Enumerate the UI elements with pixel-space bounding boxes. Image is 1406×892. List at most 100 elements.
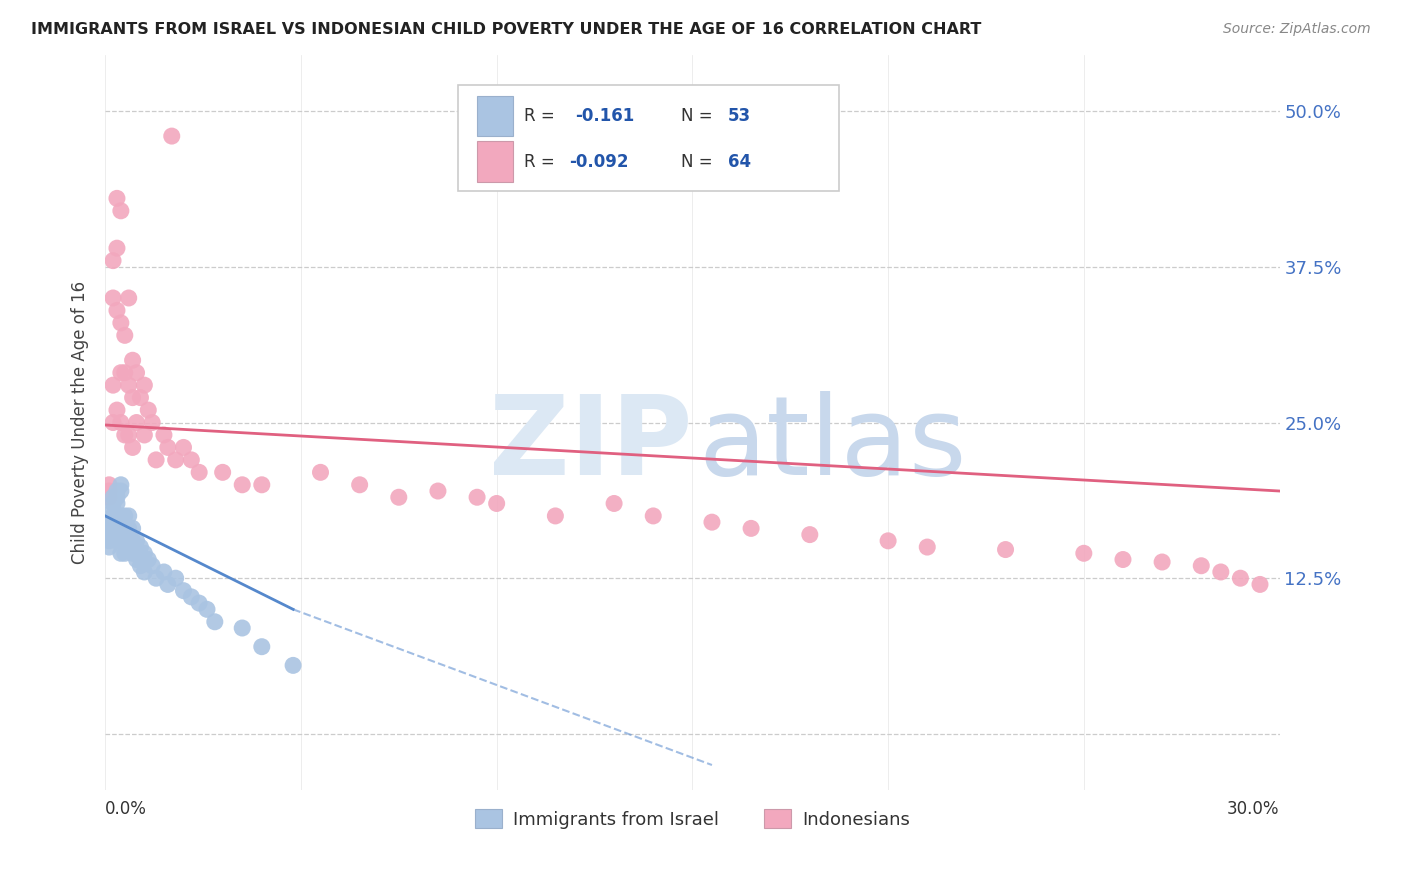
Point	[101, 508, 124, 523]
Point	[101, 490, 124, 504]
Point	[700, 515, 723, 529]
Point	[105, 490, 128, 504]
Point	[121, 391, 143, 405]
Point	[105, 403, 128, 417]
Text: 30.0%: 30.0%	[1227, 800, 1279, 818]
Point	[114, 508, 136, 523]
Point	[915, 540, 938, 554]
Point	[101, 416, 124, 430]
Point	[799, 527, 821, 541]
Point	[125, 533, 148, 548]
Point	[105, 527, 128, 541]
Point	[110, 483, 132, 498]
Point	[114, 533, 136, 548]
Point	[231, 621, 253, 635]
Point	[98, 527, 121, 541]
Point	[121, 353, 143, 368]
Point	[388, 490, 411, 504]
Point	[465, 490, 488, 504]
Text: R =: R =	[524, 153, 561, 170]
Point	[250, 640, 273, 654]
Point	[114, 328, 136, 343]
Point	[98, 477, 121, 491]
Y-axis label: Child Poverty Under the Age of 16: Child Poverty Under the Age of 16	[72, 281, 89, 564]
Bar	[478, 142, 513, 182]
Point	[160, 129, 183, 144]
Point	[98, 521, 121, 535]
Text: 64: 64	[728, 153, 751, 170]
Point	[105, 303, 128, 318]
Point	[110, 366, 132, 380]
Point	[121, 546, 143, 560]
Point	[134, 378, 156, 392]
Point	[121, 521, 143, 535]
Point	[121, 533, 143, 548]
Point	[101, 291, 124, 305]
Point	[129, 540, 152, 554]
Text: Source: ZipAtlas.com: Source: ZipAtlas.com	[1223, 22, 1371, 37]
Point	[125, 366, 148, 380]
Point	[153, 565, 176, 579]
Point	[121, 441, 143, 455]
Text: N =: N =	[681, 107, 717, 125]
Point	[101, 502, 124, 516]
Point	[180, 453, 202, 467]
Point	[114, 366, 136, 380]
Point	[118, 378, 141, 392]
Point	[165, 571, 187, 585]
Point	[101, 496, 124, 510]
Text: IMMIGRANTS FROM ISRAEL VS INDONESIAN CHILD POVERTY UNDER THE AGE OF 16 CORRELATI: IMMIGRANTS FROM ISRAEL VS INDONESIAN CHI…	[31, 22, 981, 37]
Point	[173, 441, 195, 455]
Point	[544, 508, 567, 523]
Point	[118, 540, 141, 554]
Point	[105, 241, 128, 255]
Text: -0.092: -0.092	[569, 153, 628, 170]
Point	[603, 496, 626, 510]
Point	[141, 558, 163, 573]
Point	[118, 291, 141, 305]
Point	[110, 316, 132, 330]
Point	[195, 602, 218, 616]
Point	[136, 552, 159, 566]
Point	[485, 496, 508, 510]
Point	[118, 521, 141, 535]
Point	[643, 508, 665, 523]
Point	[349, 477, 371, 491]
Point	[1112, 552, 1135, 566]
Point	[145, 453, 167, 467]
Point	[165, 453, 187, 467]
Point	[110, 477, 132, 491]
Point	[426, 483, 449, 498]
Point	[204, 615, 226, 629]
Point	[156, 577, 179, 591]
Point	[110, 203, 132, 218]
Point	[110, 546, 132, 560]
Text: N =: N =	[681, 153, 717, 170]
Point	[101, 521, 124, 535]
Point	[101, 253, 124, 268]
Point	[118, 428, 141, 442]
Point	[309, 466, 332, 480]
Bar	[478, 96, 513, 136]
Point	[129, 558, 152, 573]
Point	[105, 191, 128, 205]
Point	[98, 515, 121, 529]
Point	[110, 533, 132, 548]
Point	[105, 508, 128, 523]
Point	[994, 542, 1017, 557]
Point	[231, 477, 253, 491]
Point	[98, 533, 121, 548]
Point	[105, 533, 128, 548]
Point	[136, 403, 159, 417]
Point	[129, 391, 152, 405]
Text: ZIP: ZIP	[489, 391, 692, 498]
Point	[153, 428, 176, 442]
Point	[101, 515, 124, 529]
Point	[114, 521, 136, 535]
Point	[98, 483, 121, 498]
Text: -0.161: -0.161	[575, 107, 634, 125]
Point	[1229, 571, 1251, 585]
Point	[98, 490, 121, 504]
Point	[740, 521, 762, 535]
Point	[1152, 555, 1174, 569]
